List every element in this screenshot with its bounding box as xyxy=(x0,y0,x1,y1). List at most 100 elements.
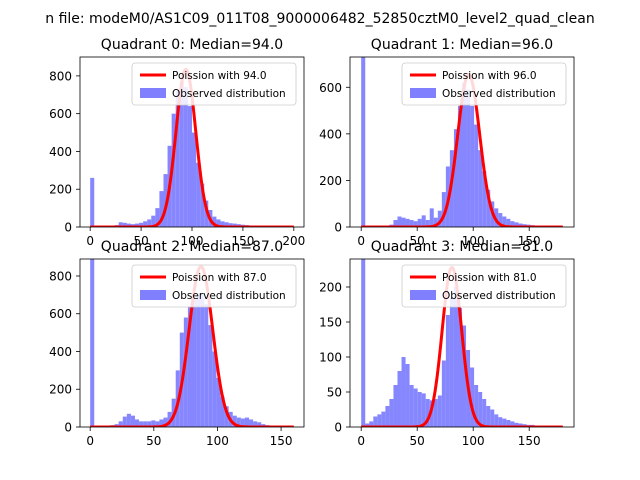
histogram-bar xyxy=(151,420,156,427)
histogram-bar xyxy=(224,222,229,227)
legend-hist-swatch xyxy=(410,290,436,300)
histogram-bar xyxy=(151,215,156,227)
legend-hist-label: Observed distribution xyxy=(442,290,556,302)
y-tick-label: 600 xyxy=(49,107,72,121)
x-tick-label: 150 xyxy=(231,234,254,248)
y-tick-label: 800 xyxy=(49,269,72,283)
histogram-bar xyxy=(417,392,422,427)
x-tick-label: 100 xyxy=(206,434,229,448)
histogram-bar xyxy=(482,399,487,427)
histogram-bar xyxy=(192,132,197,227)
histogram-bar xyxy=(494,414,499,427)
histogram-bar xyxy=(143,221,148,227)
histogram-bar xyxy=(478,392,483,427)
histogram-bar xyxy=(457,105,462,227)
legend-hist-label: Observed distribution xyxy=(442,88,556,100)
y-tick-label: 0 xyxy=(334,221,342,235)
histogram-bar xyxy=(220,221,225,227)
y-tick-label: 50 xyxy=(327,386,342,400)
histogram-bar xyxy=(478,150,483,227)
y-tick-label: 600 xyxy=(49,307,72,321)
histogram-bar xyxy=(216,377,221,427)
x-tick-label: 100 xyxy=(462,234,485,248)
histogram-bar xyxy=(498,213,503,227)
y-tick-label: 200 xyxy=(319,174,342,188)
legend: Poission with 96.0 Observed distribution xyxy=(401,62,567,106)
histogram-bar xyxy=(126,223,131,227)
axes-frame xyxy=(349,258,575,428)
histogram-bar xyxy=(179,81,184,227)
histogram-bar xyxy=(425,399,430,427)
histogram-bar xyxy=(122,222,127,227)
histogram-bar xyxy=(220,396,225,427)
histogram-bar xyxy=(249,419,254,427)
histogram-bar xyxy=(389,399,394,427)
histogram-bar xyxy=(441,192,446,227)
histogram-bar xyxy=(90,259,95,427)
histogram-bar xyxy=(518,423,523,427)
histogram-bar xyxy=(118,421,123,427)
histogram-bar xyxy=(204,304,209,427)
histogram-bar xyxy=(216,219,221,227)
histogram-bar xyxy=(143,421,148,427)
y-tick-label: 800 xyxy=(49,69,72,83)
histogram-bar xyxy=(147,421,152,427)
legend-hist-label: Observed distribution xyxy=(172,290,286,302)
histogram-bar xyxy=(433,399,438,427)
x-tick-label: 50 xyxy=(146,434,161,448)
histogram-bar xyxy=(514,222,519,227)
histogram-bar xyxy=(429,208,434,227)
subplot-title: Quadrant 1: Median=96.0 xyxy=(371,37,553,53)
histogram-bar xyxy=(373,416,378,427)
histogram-bar xyxy=(212,216,217,227)
plot-data xyxy=(360,259,564,427)
histogram-bar xyxy=(183,317,188,427)
histogram-bar xyxy=(196,294,201,427)
x-tick-label: 50 xyxy=(410,434,425,448)
histogram-bar xyxy=(474,385,479,427)
histogram-bar xyxy=(134,419,140,427)
histogram-bar xyxy=(232,415,237,427)
histogram-bar xyxy=(159,419,164,427)
histogram-bar xyxy=(462,82,467,227)
histogram-bar xyxy=(405,218,410,227)
histogram-bar xyxy=(200,183,205,227)
histogram-bar xyxy=(257,422,262,427)
x-tick-label: 50 xyxy=(410,234,425,248)
histogram-bar xyxy=(425,220,430,227)
x-tick-label: 150 xyxy=(270,434,293,448)
histogram-bar xyxy=(397,216,402,227)
axes-frame xyxy=(79,258,305,428)
histogram-bar xyxy=(139,222,144,227)
histogram-bar xyxy=(486,189,491,227)
histogram-bar xyxy=(163,417,168,427)
histogram-bar xyxy=(196,162,201,227)
y-tick-label: 0 xyxy=(64,421,72,435)
legend-line-label: Poission with 96.0 xyxy=(442,70,537,82)
histogram-bar xyxy=(490,409,495,427)
legend-line-label: Poission with 94.0 xyxy=(172,70,267,82)
histogram-bar xyxy=(147,219,152,227)
x-tick-label: 100 xyxy=(181,234,204,248)
histogram-bar xyxy=(417,218,422,227)
x-tick-label: 150 xyxy=(518,234,541,248)
y-tick-label: 200 xyxy=(49,183,72,197)
legend-line-label: Poission with 87.0 xyxy=(172,272,267,284)
histogram-bar xyxy=(441,360,446,427)
histogram-bar xyxy=(244,417,250,427)
histogram-bar xyxy=(401,357,406,427)
histogram-bar xyxy=(506,218,511,227)
histogram-bar xyxy=(192,298,197,427)
legend: Poission with 87.0 Observed distribution xyxy=(131,264,297,308)
histogram-bar xyxy=(421,215,426,227)
histogram-bar xyxy=(171,113,176,227)
histogram-bar xyxy=(393,385,398,427)
y-tick-label: 400 xyxy=(49,145,72,159)
y-tick-label: 600 xyxy=(319,81,342,95)
histogram-bar xyxy=(175,91,180,227)
histogram-bar xyxy=(506,420,511,427)
histogram-bar xyxy=(381,411,386,427)
histogram-bar xyxy=(200,292,205,427)
subplot-quadrant-3: Quadrant 3: Median=81.0 0 50 100 150 0 50 100 15… xyxy=(319,239,575,448)
histogram-bar xyxy=(502,418,507,427)
